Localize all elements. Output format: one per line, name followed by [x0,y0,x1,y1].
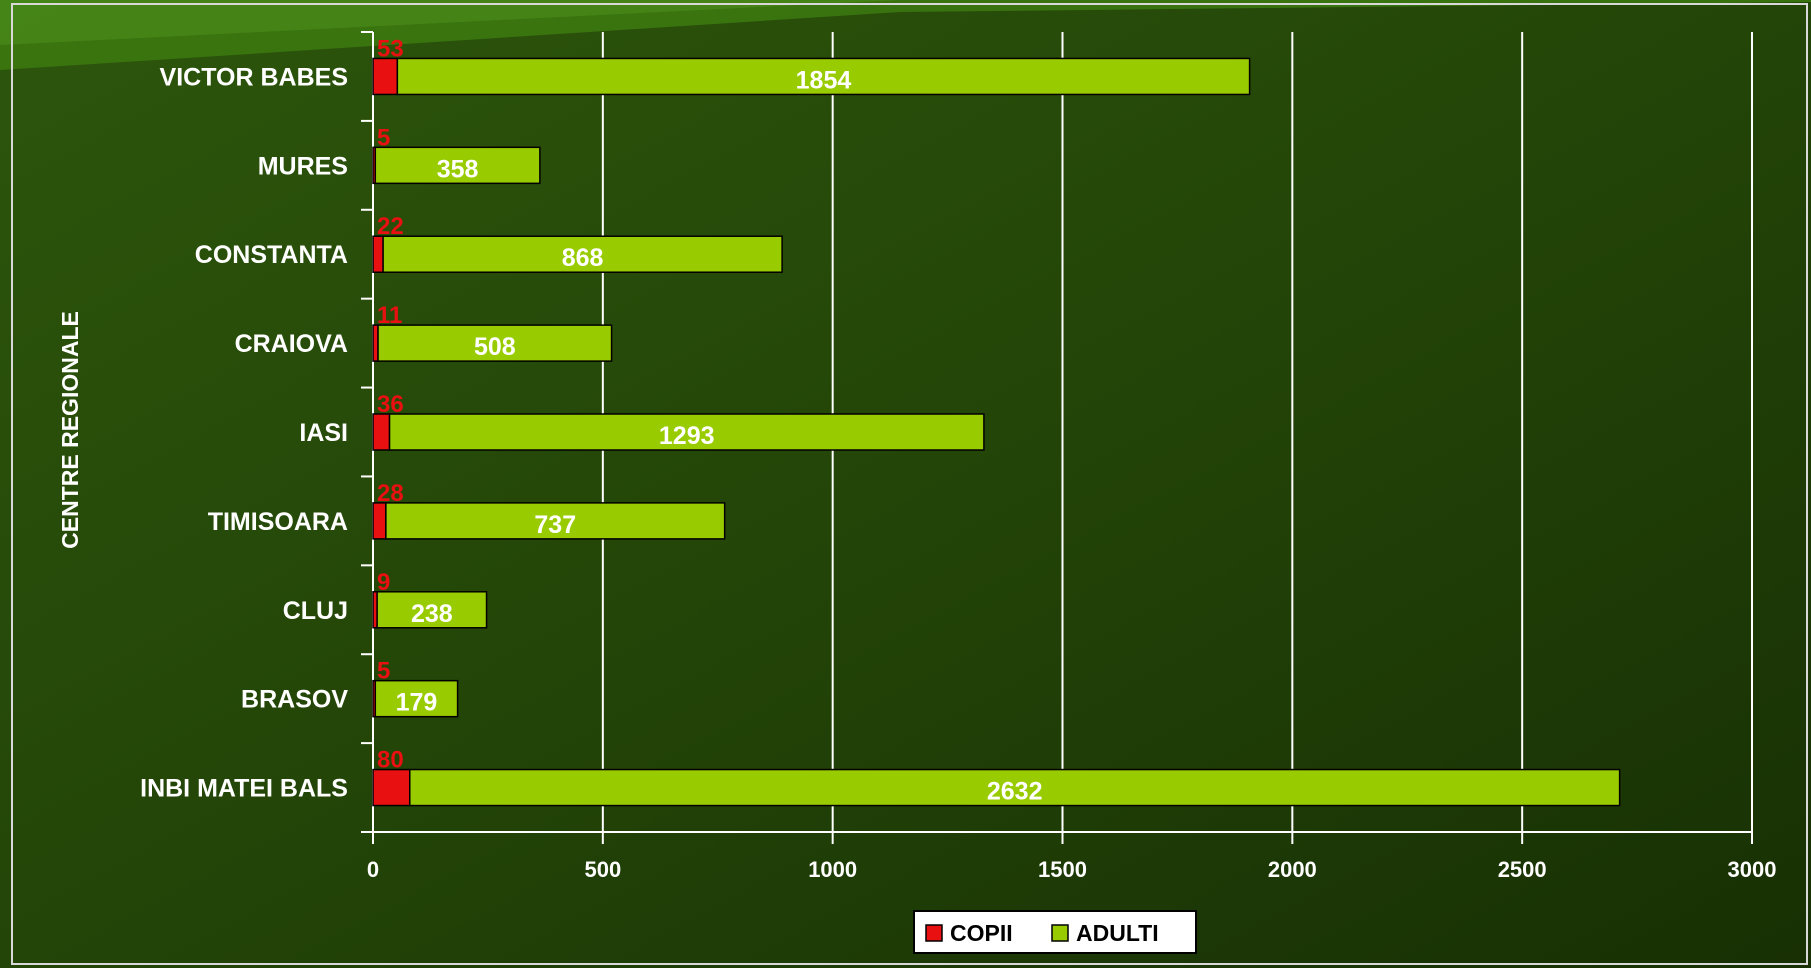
category-label: IASI [299,419,348,447]
data-label-adulti: 868 [562,244,604,272]
x-tick-label-1500: 1500 [1038,857,1087,882]
category-label: INBI MATEI BALS [140,775,348,803]
y-axis-title: CENTRE REGIONALE [57,311,83,549]
data-label-adulti: 238 [411,600,453,628]
bar-copii [372,502,387,540]
bar-adulti [382,235,783,273]
legend: COPII ADULTI [913,910,1197,954]
bar-adulti [388,413,985,451]
bar-adulti [377,324,613,362]
bar-copii [372,57,399,96]
legend-swatch-copii [925,924,943,942]
data-label-adulti: 2632 [987,778,1043,806]
x-tick-label-500: 500 [584,857,621,882]
data-label-copii: 11 [377,302,402,329]
data-label-copii: 5 [377,124,390,151]
x-tick-label-1000: 1000 [808,857,857,882]
category-label: CONSTANTA [195,241,348,269]
data-label-adulti: 179 [396,689,438,717]
legend-label-adulti: ADULTI [1076,920,1159,946]
chart-frame [11,3,1808,965]
bar-adulti [374,146,541,185]
bar-adulti [396,57,1251,96]
data-label-adulti: 508 [474,333,516,361]
x-tick-label-0: 0 [367,857,379,882]
decorative-swoosh-highlight [0,0,900,45]
data-label-copii: 22 [377,213,404,240]
legend-swatch-adulti [1051,924,1069,942]
category-label: CRAIOVA [235,330,348,358]
plot-area: 0 500 1000 1500 2000 2500 3000 VICTOR BABES 53 18… [140,31,1777,882]
category-label: VICTOR BABES [160,63,348,91]
data-label-copii: 28 [377,480,404,507]
category-label: TIMISOARA [208,508,348,536]
data-label-adulti: 737 [534,511,576,539]
data-label-copii: 36 [377,391,404,418]
data-label-copii: 80 [377,747,404,774]
data-label-copii: 53 [377,35,404,62]
category-label: BRASOV [241,686,348,714]
bar-adulti [385,502,726,540]
data-label-adulti: 358 [437,155,479,183]
bar-adulti [376,591,488,629]
bar-copii [372,324,379,362]
x-tick-label-3000: 3000 [1728,857,1777,882]
data-label-copii: 5 [377,658,390,685]
data-label-adulti: 1854 [796,66,852,94]
legend-label-copii: COPII [950,920,1013,946]
category-label: MURES [258,152,348,180]
data-label-copii: 9 [377,569,390,596]
x-tick-label-2500: 2500 [1498,857,1547,882]
x-tick-label-2000: 2000 [1268,857,1317,882]
data-label-adulti: 1293 [659,422,715,450]
bar-adulti [409,768,1621,807]
category-label: CLUJ [283,597,348,625]
bar-copii [372,235,384,273]
bar-copii [372,413,391,451]
bar-copii [372,768,411,807]
bar-adulti [374,679,459,718]
